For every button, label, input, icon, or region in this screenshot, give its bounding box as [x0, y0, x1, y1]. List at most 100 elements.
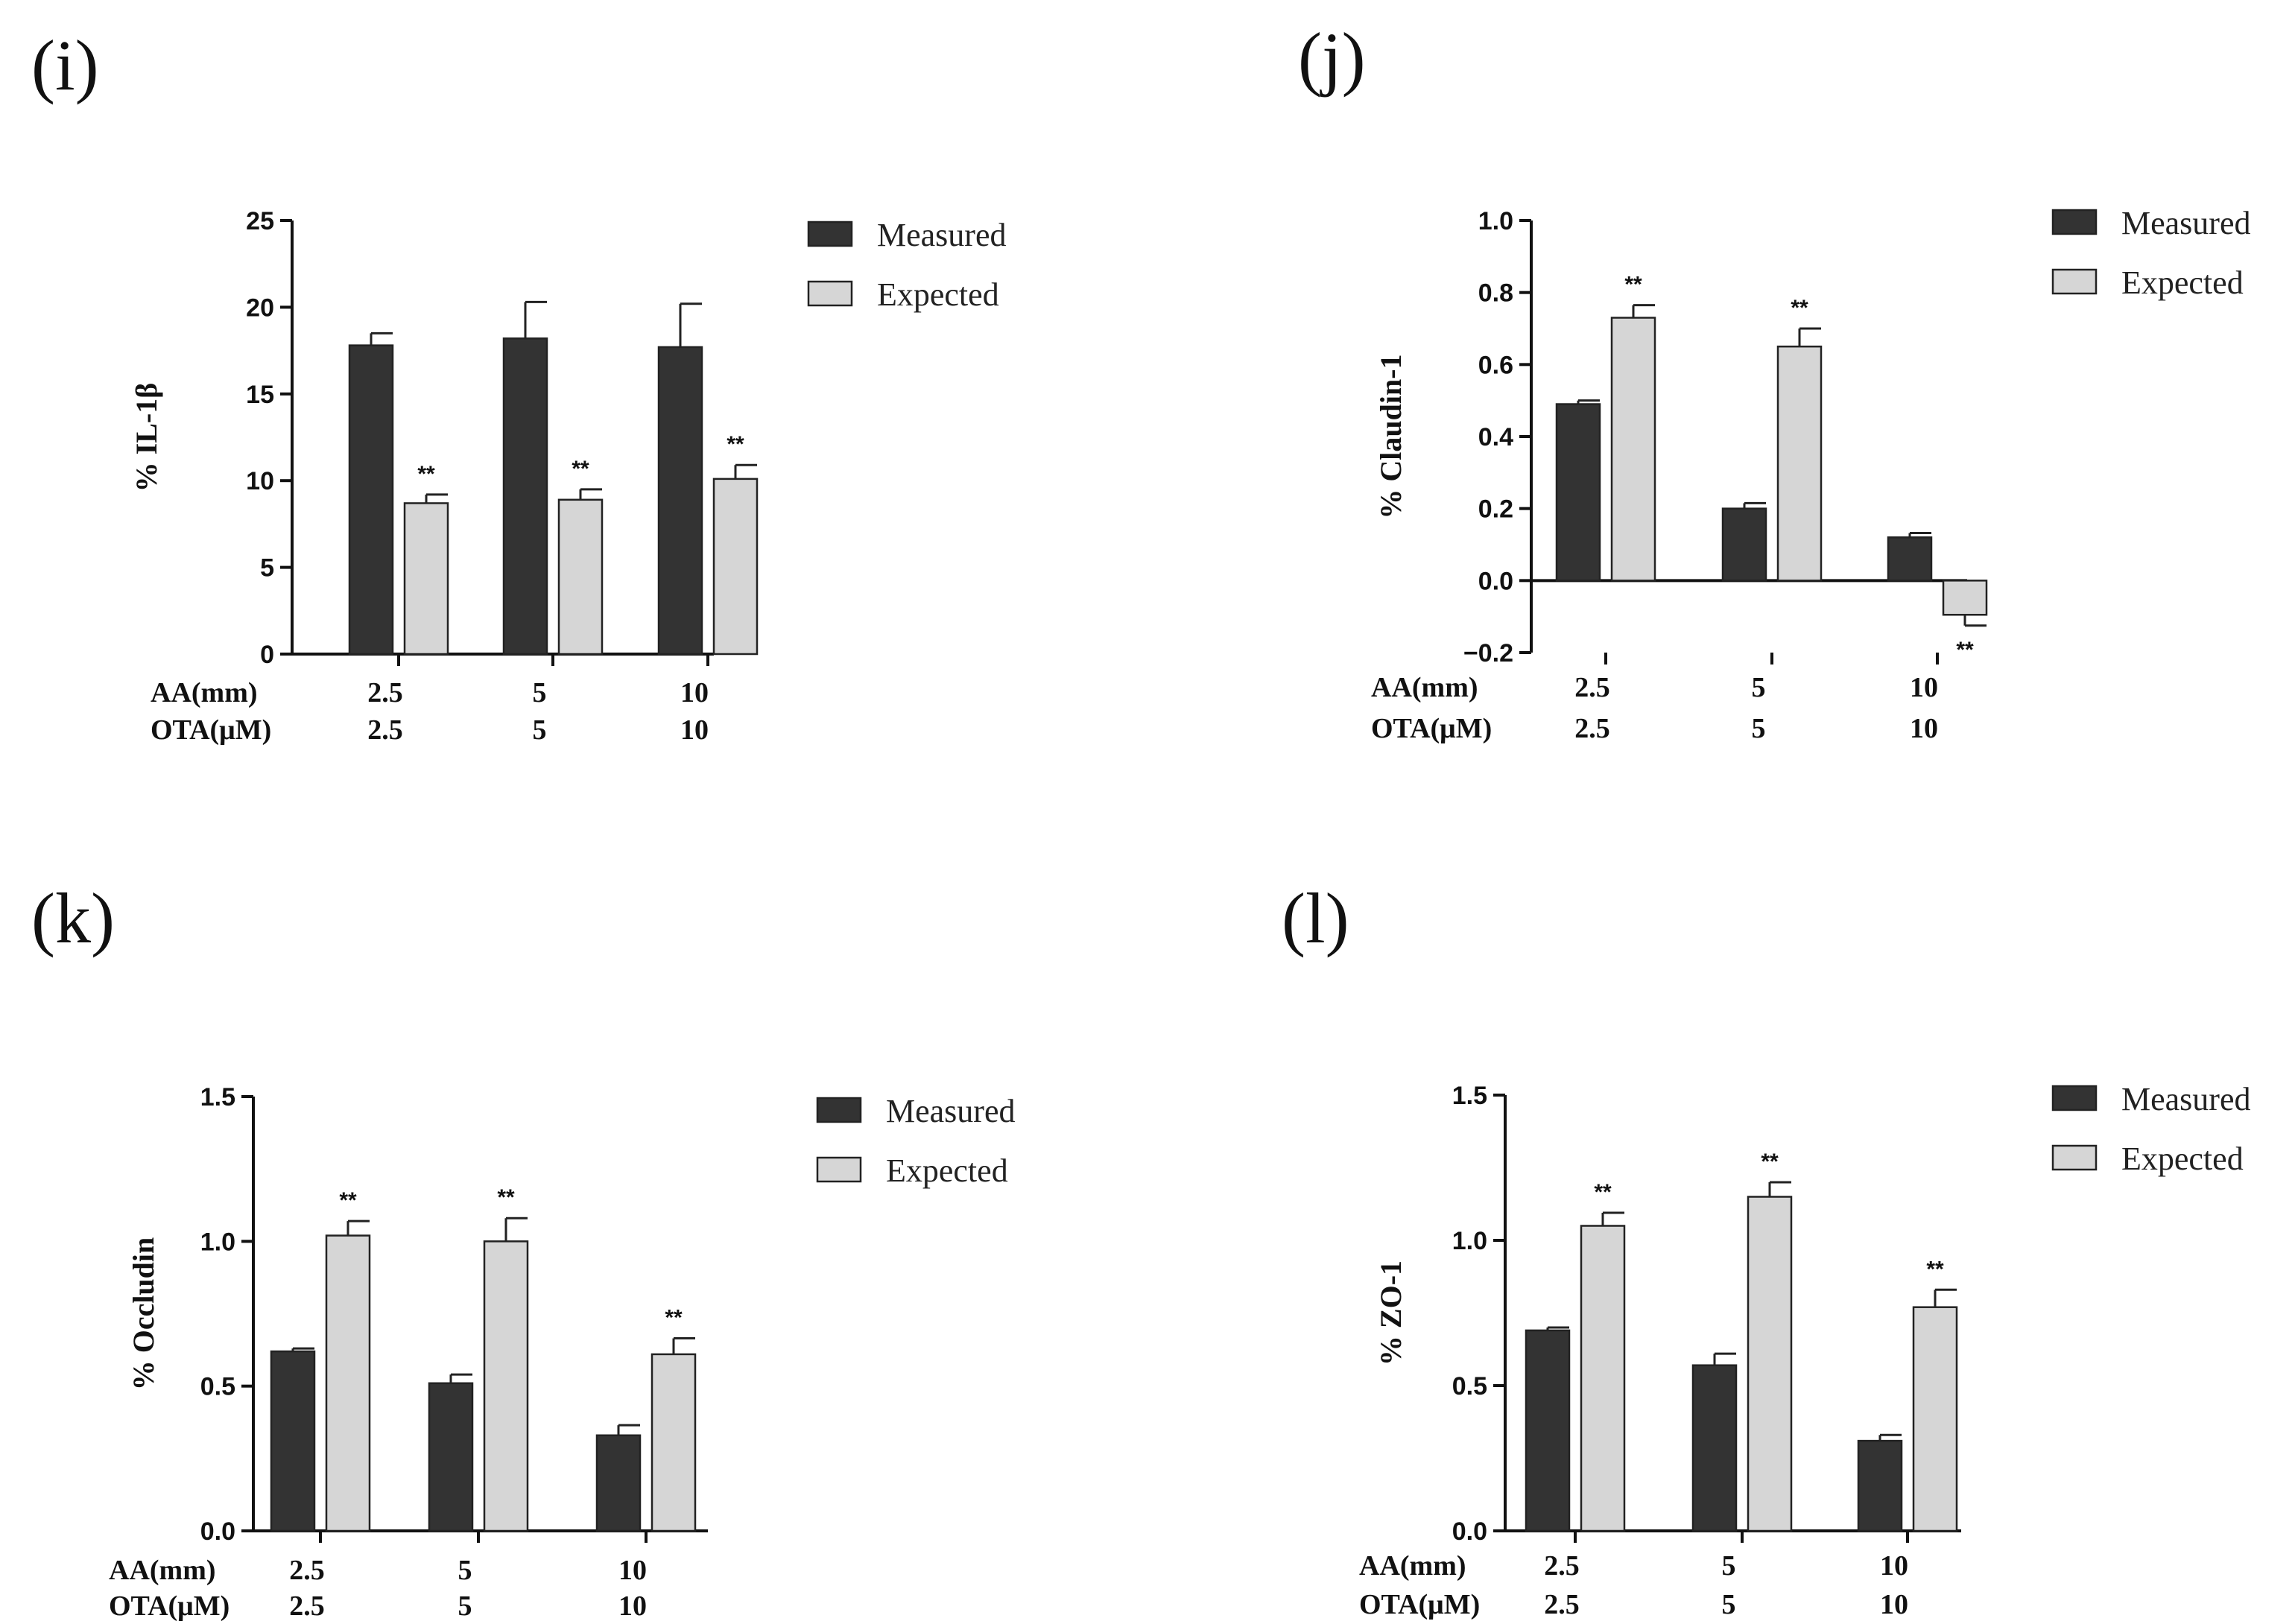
legend-swatch-measured	[2051, 1085, 2098, 1111]
bar-measured	[657, 346, 703, 656]
significance-mark: **	[1594, 1180, 1612, 1205]
legend-label-measured: Measured	[2121, 205, 2251, 241]
bar-measured	[1857, 1439, 1903, 1532]
y-tick-label: 0.8	[1478, 279, 1513, 308]
legend: Measured Expected	[807, 217, 1007, 313]
panel-letter: (l)	[1282, 878, 1349, 958]
y-axis-title: % IL-1β	[130, 383, 163, 492]
significance-mark: **	[1761, 1149, 1779, 1174]
legend-label-expected: Expected	[2121, 1141, 2244, 1177]
y-tick-label: 0.5	[1452, 1372, 1487, 1401]
bar-measured	[1887, 536, 1933, 582]
aa-row-label: AA(mm)	[1359, 1550, 1466, 1582]
ota-row-label: OTA(μM)	[109, 1590, 230, 1622]
significance-mark: **	[1624, 273, 1642, 297]
chart-panel-4: (l) 0.0 0.5 1.0 1.5 % ZO-1 ** 2.5 2.5 ** 5 5 ** 10 10 A…	[1282, 878, 2251, 1620]
significance-mark: **	[339, 1188, 357, 1213]
bar-expected	[1942, 580, 1988, 616]
chart-panel-3: (k) 0.0 0.5 1.0 1.5 % Occludin ** 2.5 2.5 ** 5 5 ** 1…	[31, 878, 1016, 1622]
y-tick-label: 1.5	[1452, 1082, 1487, 1110]
y-tick-label: 0.0	[200, 1517, 235, 1546]
ota-value-label: 5	[1752, 713, 1766, 744]
legend-swatch-expected	[2051, 1144, 2098, 1171]
legend: Measured Expected	[2051, 1081, 2251, 1177]
y-tick-label: 10	[246, 467, 274, 495]
significance-mark: **	[1956, 638, 1974, 662]
ota-value-label: 5	[458, 1590, 472, 1622]
legend-swatch-expected	[2051, 268, 2098, 295]
aa-value-label: 10	[1880, 1550, 1908, 1582]
bar-expected	[712, 478, 759, 656]
bar-measured	[1525, 1329, 1571, 1532]
y-tick-label: 15	[246, 381, 274, 409]
significance-mark: **	[665, 1306, 683, 1330]
legend-swatch-measured	[807, 221, 853, 247]
bar-measured	[595, 1434, 642, 1532]
ota-value-label: 10	[618, 1590, 647, 1622]
legend: Measured Expected	[816, 1093, 1016, 1189]
aa-value-label: 10	[1910, 672, 1938, 703]
legend-label-expected: Expected	[886, 1152, 1008, 1189]
ota-value-label: 5	[533, 714, 547, 746]
ota-value-label: 2.5	[289, 1590, 325, 1622]
significance-mark: **	[727, 432, 744, 457]
legend-swatch-expected	[807, 280, 853, 307]
ota-value-label: 10	[680, 714, 709, 746]
bar-measured	[1691, 1364, 1738, 1532]
y-axis-title: % Claudin-1	[1374, 354, 1408, 518]
legend-swatch-expected	[816, 1156, 862, 1183]
bar-expected	[1610, 317, 1656, 582]
aa-value-label: 2.5	[1574, 672, 1610, 703]
significance-mark: **	[1791, 296, 1808, 320]
y-tick-label: 1.0	[1478, 207, 1513, 235]
panel-letter: (i)	[31, 25, 99, 105]
legend-label-measured: Measured	[886, 1093, 1016, 1129]
aa-row-label: AA(mm)	[151, 677, 258, 708]
aa-row-label: AA(mm)	[109, 1555, 216, 1586]
bar-measured	[270, 1350, 316, 1532]
bar-measured	[1721, 507, 1767, 582]
panel-letter: (j)	[1298, 18, 1366, 98]
ota-row-label: OTA(μM)	[1371, 713, 1492, 744]
aa-value-label: 5	[1722, 1550, 1736, 1582]
bar-expected	[1747, 1196, 1793, 1532]
bar-expected	[650, 1353, 697, 1532]
bar-measured	[348, 344, 394, 656]
aa-value-label: 2.5	[367, 677, 403, 708]
y-axis-title: % Occludin	[127, 1237, 160, 1391]
ota-value-label: 2.5	[1544, 1589, 1580, 1620]
bar-measured	[502, 337, 548, 656]
significance-mark: **	[497, 1185, 515, 1210]
ota-value-label: 10	[1880, 1589, 1908, 1620]
aa-row-label: AA(mm)	[1371, 672, 1478, 703]
y-axis-title: % ZO-1	[1374, 1260, 1408, 1366]
y-tick-label: 5	[260, 554, 274, 583]
aa-value-label: 2.5	[1544, 1550, 1580, 1582]
y-tick-label: 0.2	[1478, 495, 1513, 524]
y-tick-label: 0.6	[1478, 351, 1513, 379]
aa-value-label: 5	[1752, 672, 1766, 703]
bar-measured	[428, 1382, 474, 1532]
y-tick-label: 1.0	[1452, 1227, 1487, 1255]
ota-row-label: OTA(μM)	[1359, 1589, 1480, 1620]
chart-panel-2: (j) −0.2 0.0 0.2 0.4 0.6 0.8 1.0 % Claudin-1 ** 2.…	[1298, 18, 2251, 744]
y-tick-label: 0.5	[200, 1373, 235, 1401]
significance-mark: **	[1926, 1257, 1944, 1281]
bar-expected	[1580, 1225, 1626, 1532]
bar-measured	[1555, 403, 1601, 582]
ota-value-label: 2.5	[367, 714, 403, 746]
bar-expected	[1776, 345, 1823, 582]
y-tick-label: −0.2	[1463, 639, 1513, 667]
legend-label-measured: Measured	[2121, 1081, 2251, 1117]
aa-value-label: 5	[533, 677, 547, 708]
bar-expected	[325, 1234, 371, 1532]
aa-value-label: 10	[680, 677, 709, 708]
y-tick-label: 0.0	[1478, 567, 1513, 595]
legend-label-measured: Measured	[877, 217, 1007, 253]
y-tick-label: 1.5	[200, 1083, 235, 1111]
ota-value-label: 2.5	[1574, 713, 1610, 744]
legend-label-expected: Expected	[877, 276, 999, 313]
bar-expected	[557, 498, 604, 656]
bar-expected	[1912, 1306, 1958, 1532]
